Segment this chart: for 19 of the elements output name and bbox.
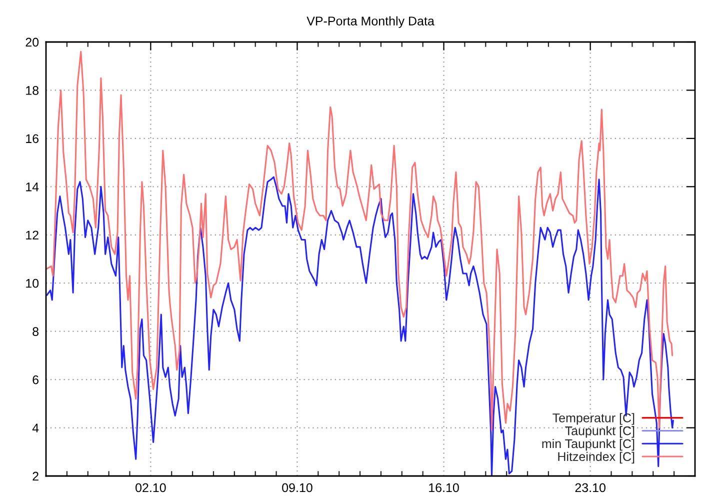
legend-label: Temperatur [C]	[552, 413, 634, 425]
chart-title: VP-Porta Monthly Data	[306, 16, 434, 28]
y-tick-label: 6	[32, 375, 39, 384]
y-tick-label: 10	[26, 278, 39, 288]
y-tick-label: 14	[26, 182, 39, 192]
y-tick-label: 20	[26, 38, 39, 47]
y-tick-label: 16	[26, 134, 39, 144]
y-tick-label: 4	[32, 424, 39, 432]
legend-label: Hitzeindex [C]	[558, 452, 634, 464]
x-tick-label: 23.10	[575, 483, 606, 492]
legend-label: Taupunkt [C]	[565, 426, 634, 438]
y-tick-label: 2	[32, 472, 38, 481]
x-tick-label: 02.10	[136, 483, 166, 492]
legend-label: min Taupunkt [C]	[542, 438, 634, 451]
x-tick-label: 09.10	[282, 483, 312, 492]
x-tick-label: 16.10	[429, 483, 459, 492]
y-tick-label: 12	[26, 230, 38, 240]
y-tick-label: 8	[32, 327, 39, 336]
y-tick-label: 18	[26, 86, 39, 95]
